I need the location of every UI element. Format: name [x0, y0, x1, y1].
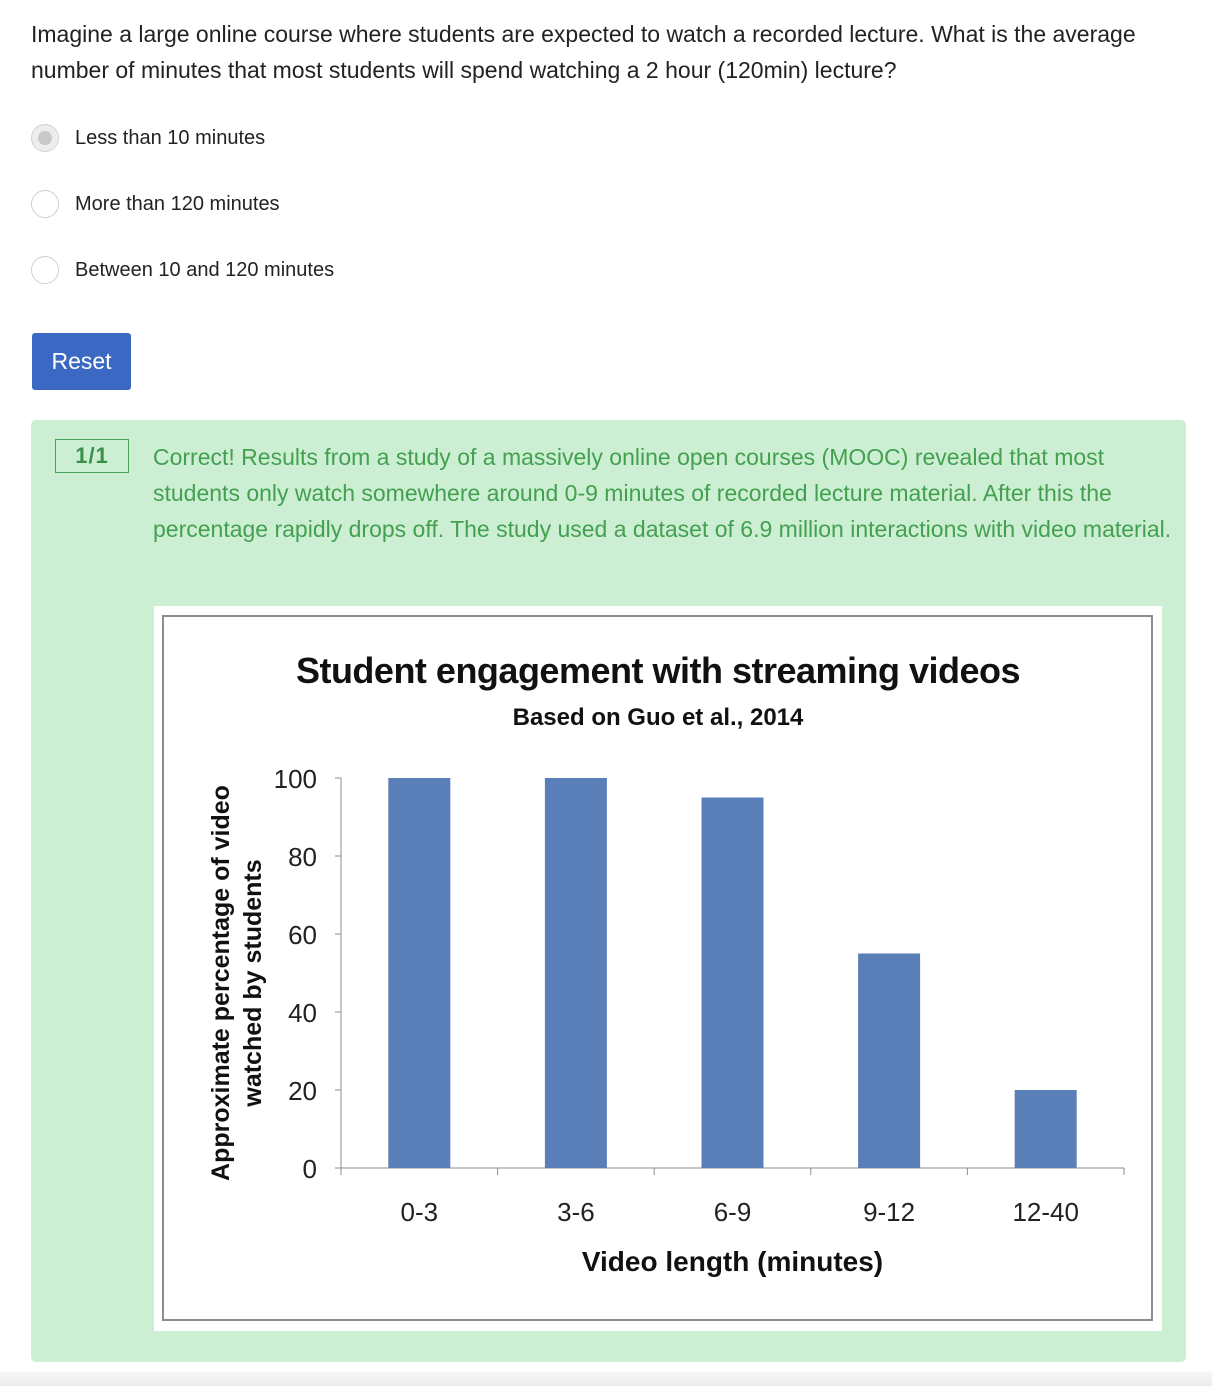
y-axis-label: watched by students: [239, 859, 267, 1107]
question-text: Imagine a large online course where stud…: [31, 21, 1136, 83]
radio-unselected[interactable]: [31, 190, 59, 218]
radio-selected[interactable]: [31, 124, 59, 152]
x-tick-label: 0-3: [401, 1197, 439, 1227]
bottom-scroll-shadow: [0, 1372, 1212, 1386]
x-tick-label: 12-40: [1012, 1197, 1078, 1227]
option-between-10-and-120[interactable]: Between 10 and 120 minutes: [31, 254, 334, 286]
x-tick-label: 6-9: [714, 1197, 752, 1227]
x-tick-label: 9-12: [863, 1197, 915, 1227]
bar-3-6: [544, 778, 607, 1168]
bar-9-12: [858, 953, 921, 1168]
chart-title: Student engagement with streaming videos: [295, 650, 1021, 691]
feedback-panel: 1/1 Correct! Results from a study of a m…: [31, 420, 1186, 1362]
option-less-than-10[interactable]: Less than 10 minutes: [31, 122, 265, 154]
bar-6-9: [701, 797, 764, 1168]
option-label: Less than 10 minutes: [75, 126, 266, 149]
x-axis-label: Video length (minutes): [582, 1246, 883, 1277]
y-tick-label: 0: [303, 1154, 317, 1184]
y-tick-label: 20: [288, 1076, 317, 1106]
x-tick-label: 3-6: [557, 1197, 595, 1227]
reset-button[interactable]: Reset: [32, 333, 131, 390]
option-label: More than 120 minutes: [75, 192, 280, 215]
feedback-text: Correct! Results from a study of a massi…: [153, 444, 1172, 542]
bar-0-3: [388, 778, 451, 1168]
y-tick-label: 100: [274, 764, 317, 794]
y-tick-label: 40: [288, 998, 317, 1028]
option-more-than-120[interactable]: More than 120 minutes: [31, 188, 280, 220]
bar-12-40: [1014, 1090, 1077, 1168]
y-axis-label: Approximate percentage of video: [207, 785, 235, 1181]
chart-frame: [162, 615, 1153, 1321]
option-label: Between 10 and 120 minutes: [75, 258, 335, 281]
score-badge: 1/1: [55, 439, 129, 473]
y-tick-label: 60: [288, 920, 317, 950]
bar-chart: 0 20 40 60 80 100 0-3 3-6 6-9 9-12 12-40 Video leng…: [207, 764, 1125, 1277]
chart-subtitle: Based on Guo et al., 2014: [512, 704, 804, 731]
chart-image: Student engagement with streaming videos…: [154, 606, 1162, 1331]
radio-unselected[interactable]: [31, 256, 59, 284]
y-tick-label: 80: [288, 842, 317, 872]
